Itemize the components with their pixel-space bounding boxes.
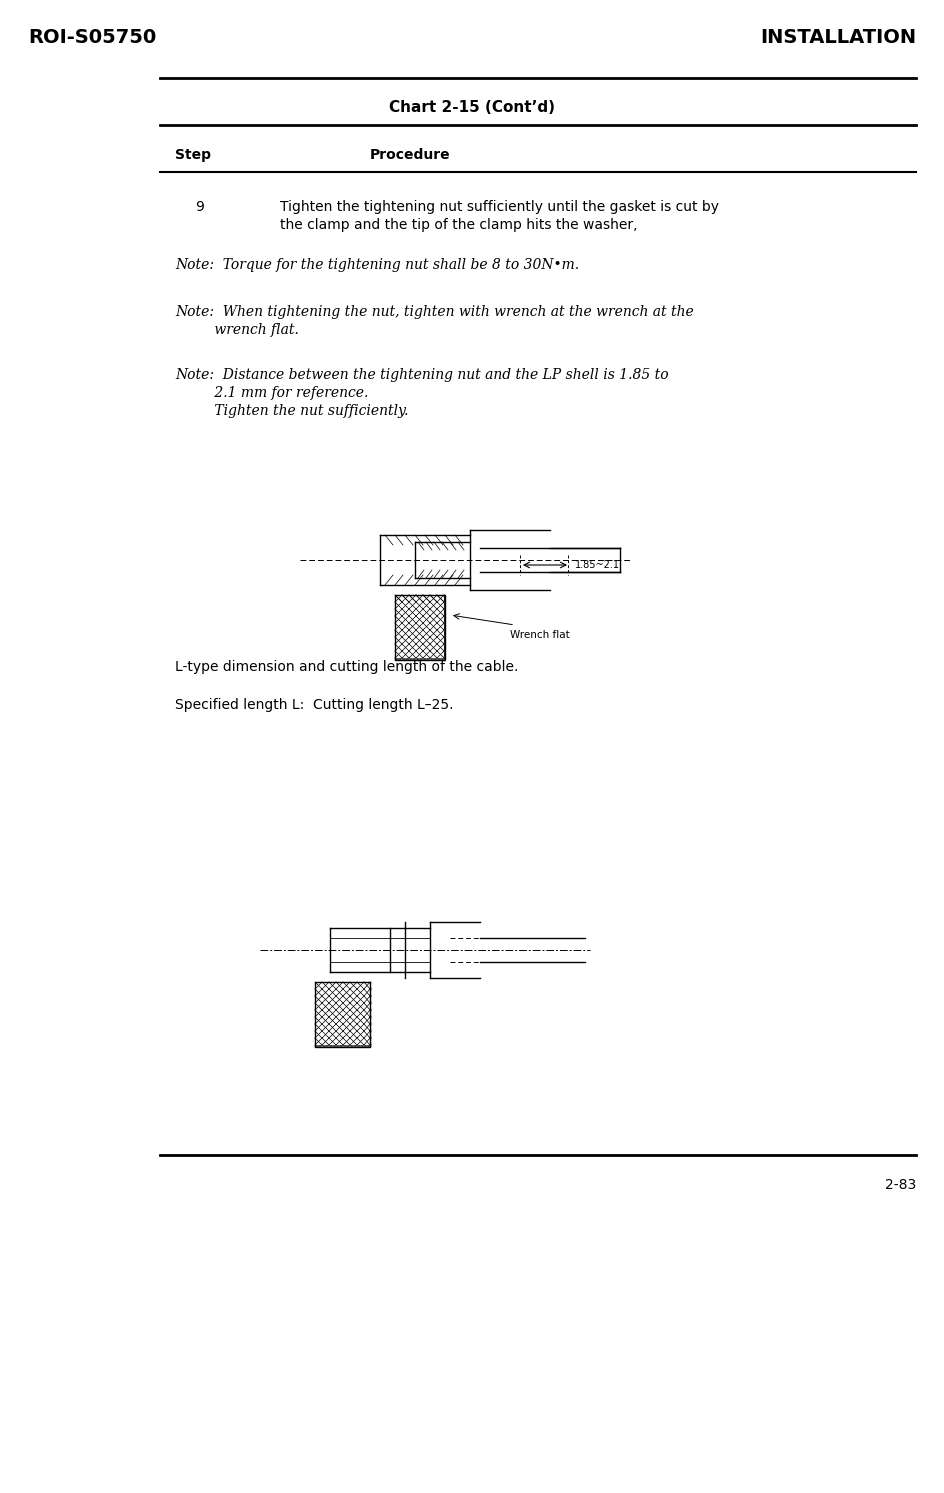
Text: Specified length L:  Cutting length L–25.: Specified length L: Cutting length L–25.: [175, 699, 453, 712]
Text: Chart 2-15 (Cont’d): Chart 2-15 (Cont’d): [389, 100, 555, 115]
Text: wrench flat.: wrench flat.: [175, 322, 299, 337]
Text: Note:  Distance between the tightening nut and the LP shell is 1.85 to: Note: Distance between the tightening nu…: [175, 367, 668, 382]
Text: Procedure: Procedure: [370, 148, 450, 163]
Text: 1.85~2.1: 1.85~2.1: [575, 560, 620, 570]
Text: 9: 9: [195, 200, 204, 213]
Text: Note:  When tightening the nut, tighten with wrench at the wrench at the: Note: When tightening the nut, tighten w…: [175, 305, 694, 320]
Text: 2-83: 2-83: [885, 1178, 916, 1191]
Text: INSTALLATION: INSTALLATION: [760, 28, 916, 46]
Text: Wrench flat: Wrench flat: [510, 630, 570, 640]
Text: Step: Step: [175, 148, 211, 163]
Text: Tighten the tightening nut sufficiently until the gasket is cut by: Tighten the tightening nut sufficiently …: [280, 200, 719, 213]
Text: L-type dimension and cutting length of the cable.: L-type dimension and cutting length of t…: [175, 660, 518, 673]
Text: ROI-S05750: ROI-S05750: [28, 28, 157, 46]
Text: the clamp and the tip of the clamp hits the washer,: the clamp and the tip of the clamp hits …: [280, 218, 637, 231]
Text: Note:  Torque for the tightening nut shall be 8 to 30N•m.: Note: Torque for the tightening nut shal…: [175, 258, 579, 272]
Text: 2.1 mm for reference.: 2.1 mm for reference.: [175, 387, 368, 400]
Text: Tighten the nut sufficiently.: Tighten the nut sufficiently.: [175, 405, 409, 418]
